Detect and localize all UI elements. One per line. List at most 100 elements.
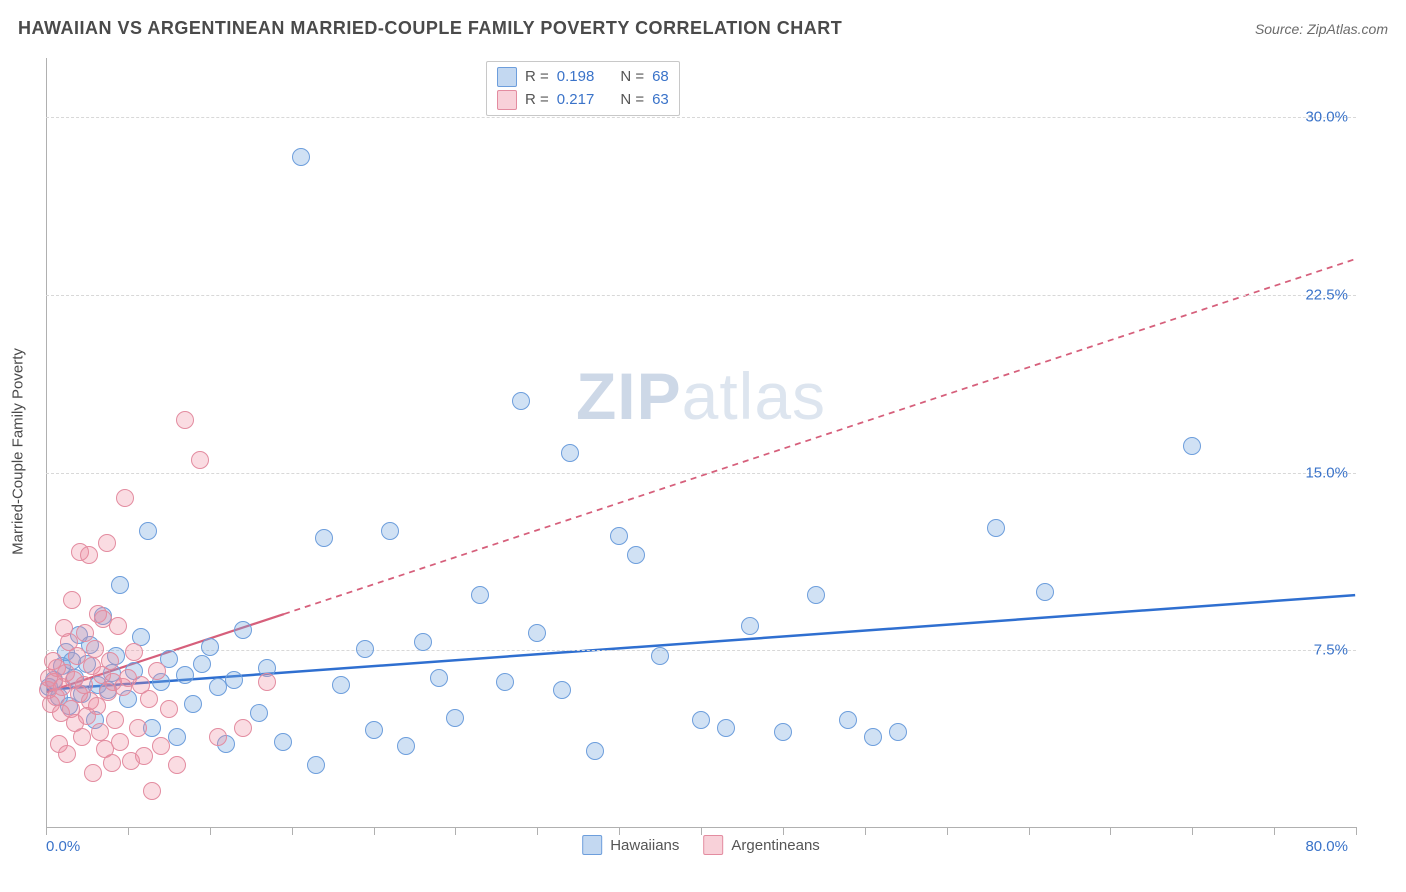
trend-line: [47, 595, 1355, 690]
title-bar: HAWAIIAN VS ARGENTINEAN MARRIED-COUPLE F…: [18, 18, 1388, 39]
gridline-h: [46, 473, 1356, 474]
x-tick: [1110, 827, 1111, 835]
data-point: [101, 652, 119, 670]
watermark: ZIPatlas: [576, 358, 826, 434]
x-tick: [374, 827, 375, 835]
data-point: [209, 678, 227, 696]
data-point: [307, 756, 325, 774]
legend-r-label: R =: [525, 66, 549, 89]
data-point: [774, 723, 792, 741]
x-min-label: 0.0%: [46, 838, 80, 855]
legend-label: Hawaiians: [610, 837, 679, 854]
data-point: [193, 655, 211, 673]
data-point: [106, 711, 124, 729]
data-point: [98, 534, 116, 552]
x-tick: [455, 827, 456, 835]
x-tick: [865, 827, 866, 835]
data-point: [139, 522, 157, 540]
data-point: [129, 719, 147, 737]
data-point: [191, 451, 209, 469]
data-point: [528, 624, 546, 642]
data-point: [315, 529, 333, 547]
data-point: [430, 669, 448, 687]
data-point: [140, 690, 158, 708]
x-tick: [701, 827, 702, 835]
x-tick: [128, 827, 129, 835]
x-tick: [1356, 827, 1357, 835]
data-point: [258, 673, 276, 691]
data-point: [414, 633, 432, 651]
legend-n-value: 63: [652, 89, 669, 112]
legend-n-label: N =: [620, 66, 644, 89]
data-point: [176, 666, 194, 684]
x-tick: [1192, 827, 1193, 835]
legend-row-hawaiians: R = 0.198 N = 68: [497, 66, 669, 89]
data-point: [610, 527, 628, 545]
scatter-plot: Married-Couple Family Poverty ZIPatlas R…: [46, 58, 1356, 828]
data-point: [234, 719, 252, 737]
x-tick: [292, 827, 293, 835]
data-point: [125, 643, 143, 661]
legend-n-value: 68: [652, 66, 669, 89]
data-point: [250, 704, 268, 722]
correlation-legend: R = 0.198 N = 68 R = 0.217 N = 63: [486, 61, 680, 116]
data-point: [717, 719, 735, 737]
watermark-zip: ZIP: [576, 359, 682, 433]
data-point: [471, 586, 489, 604]
data-point: [116, 489, 134, 507]
data-point: [381, 522, 399, 540]
data-point: [148, 662, 166, 680]
data-point: [80, 546, 98, 564]
y-axis-label: Married-Couple Family Poverty: [10, 348, 27, 555]
x-tick: [947, 827, 948, 835]
data-point: [73, 728, 91, 746]
data-point: [561, 444, 579, 462]
legend-r-value: 0.217: [557, 89, 595, 112]
data-point: [176, 411, 194, 429]
data-point: [553, 681, 571, 699]
data-point: [987, 519, 1005, 537]
data-point: [446, 709, 464, 727]
data-point: [1183, 437, 1201, 455]
data-point: [168, 756, 186, 774]
data-point: [111, 733, 129, 751]
swatch-blue: [582, 835, 602, 855]
data-point: [225, 671, 243, 689]
source-attribution: Source: ZipAtlas.com: [1255, 21, 1388, 37]
data-point: [84, 764, 102, 782]
data-point: [512, 392, 530, 410]
data-point: [75, 676, 93, 694]
data-point: [365, 721, 383, 739]
y-tick-label: 15.0%: [1305, 464, 1348, 481]
data-point: [63, 591, 81, 609]
x-tick: [537, 827, 538, 835]
data-point: [76, 624, 94, 642]
series-legend: Hawaiians Argentineans: [582, 835, 820, 855]
data-point: [160, 700, 178, 718]
data-point: [292, 148, 310, 166]
data-point: [356, 640, 374, 658]
data-point: [1036, 583, 1054, 601]
data-point: [741, 617, 759, 635]
x-tick: [1029, 827, 1030, 835]
x-tick: [619, 827, 620, 835]
data-point: [864, 728, 882, 746]
legend-n-label: N =: [620, 89, 644, 112]
gridline-h: [46, 295, 1356, 296]
x-max-label: 80.0%: [1305, 838, 1348, 855]
x-tick: [46, 827, 47, 835]
data-point: [332, 676, 350, 694]
data-point: [201, 638, 219, 656]
watermark-atlas: atlas: [682, 359, 826, 433]
swatch-pink: [703, 835, 723, 855]
source-prefix: Source:: [1255, 21, 1303, 37]
legend-row-argentineans: R = 0.217 N = 63: [497, 89, 669, 112]
source-link[interactable]: ZipAtlas.com: [1307, 21, 1388, 37]
y-tick-label: 30.0%: [1305, 109, 1348, 126]
data-point: [91, 723, 109, 741]
swatch-blue: [497, 67, 517, 87]
legend-label: Argentineans: [731, 837, 819, 854]
data-point: [274, 733, 292, 751]
data-point: [135, 747, 153, 765]
data-point: [496, 673, 514, 691]
